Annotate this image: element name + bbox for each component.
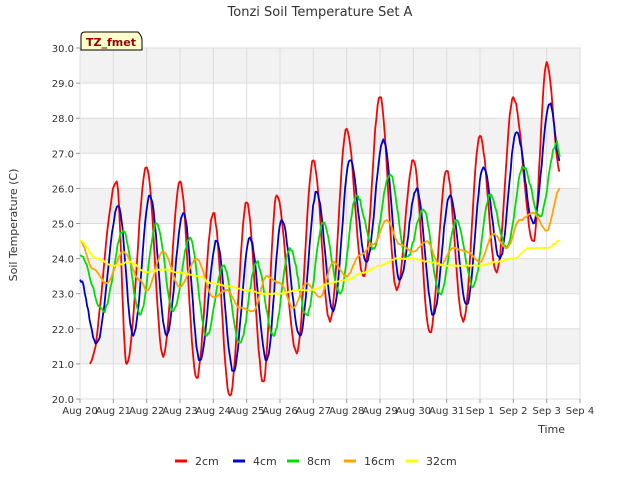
x-tick-label: Sep 2	[499, 406, 527, 417]
x-tick-label: Aug 30	[396, 406, 431, 417]
plot-band	[80, 328, 580, 364]
legend-item-32cm: 32cm	[406, 455, 457, 468]
y-tick-label: 24.0	[52, 255, 74, 266]
y-tick-label: 21.0	[52, 360, 74, 371]
site-badge-text: TZ_fmet	[86, 36, 136, 49]
plot-band	[80, 188, 580, 224]
y-tick-label: 28.0	[52, 114, 74, 125]
y-tick-label: 25.0	[52, 220, 74, 231]
x-tick-label: Sep 1	[466, 406, 494, 417]
x-tick-label: Aug 28	[329, 406, 364, 417]
y-tick-label: 27.0	[52, 149, 74, 160]
y-tick-label: 22.0	[52, 325, 74, 336]
y-axis-label: Soil Temperature (C)	[7, 169, 20, 282]
series-line-32cm	[79, 239, 561, 296]
x-tick-label: Aug 27	[296, 406, 331, 417]
x-tick-label: Aug 26	[262, 406, 297, 417]
series-line-4cm	[79, 102, 561, 372]
y-tick-label: 23.0	[52, 290, 74, 301]
grid-lines	[79, 47, 581, 400]
chart-title: Tonzi Soil Temperature Set A	[227, 5, 413, 20]
legend-item-8cm: 8cm	[287, 455, 331, 468]
legend-label: 8cm	[307, 455, 331, 468]
plot-band	[80, 258, 580, 294]
y-axis-ticks: 20.0 21.0 22.0 23.0 24.0 25.0 26.0 27.0 28.0 29.0…	[52, 44, 80, 406]
x-tick-label: Sep 4	[566, 406, 594, 417]
x-tick-label: Aug 31	[429, 406, 464, 417]
legend-item-16cm: 16cm	[344, 455, 395, 468]
x-tick-label: Aug 22	[129, 406, 164, 417]
x-tick-label: Aug 23	[162, 406, 197, 417]
plot-band	[80, 118, 580, 154]
y-tick-label: 26.0	[52, 184, 74, 195]
series-line-16cm	[79, 187, 561, 313]
y-tick-label: 20.0	[52, 395, 74, 406]
legend-label: 32cm	[426, 455, 457, 468]
legend-label: 4cm	[253, 455, 277, 468]
y-tick-label: 30.0	[52, 44, 74, 55]
legend-label: 2cm	[195, 455, 219, 468]
legend: 2cm 4cm 8cm 16cm 32cm	[175, 455, 457, 468]
plot-band	[80, 48, 580, 84]
legend-item-4cm: 4cm	[233, 455, 277, 468]
site-badge: TZ_fmet	[80, 31, 143, 51]
x-tick-label: Sep 3	[532, 406, 560, 417]
plot-bands	[80, 48, 580, 364]
y-tick-label: 29.0	[52, 79, 74, 90]
x-tick-label: Aug 21	[96, 406, 131, 417]
series-lines	[79, 61, 561, 397]
x-tick-label: Aug 24	[196, 406, 231, 417]
x-axis-label: Time	[537, 423, 565, 436]
legend-label: 16cm	[364, 455, 395, 468]
series-line-8cm	[79, 140, 561, 344]
legend-item-2cm: 2cm	[175, 455, 219, 468]
x-tick-label: Aug 25	[229, 406, 264, 417]
x-tick-label: Aug 20	[62, 406, 97, 417]
x-tick-label: Aug 29	[362, 406, 397, 417]
